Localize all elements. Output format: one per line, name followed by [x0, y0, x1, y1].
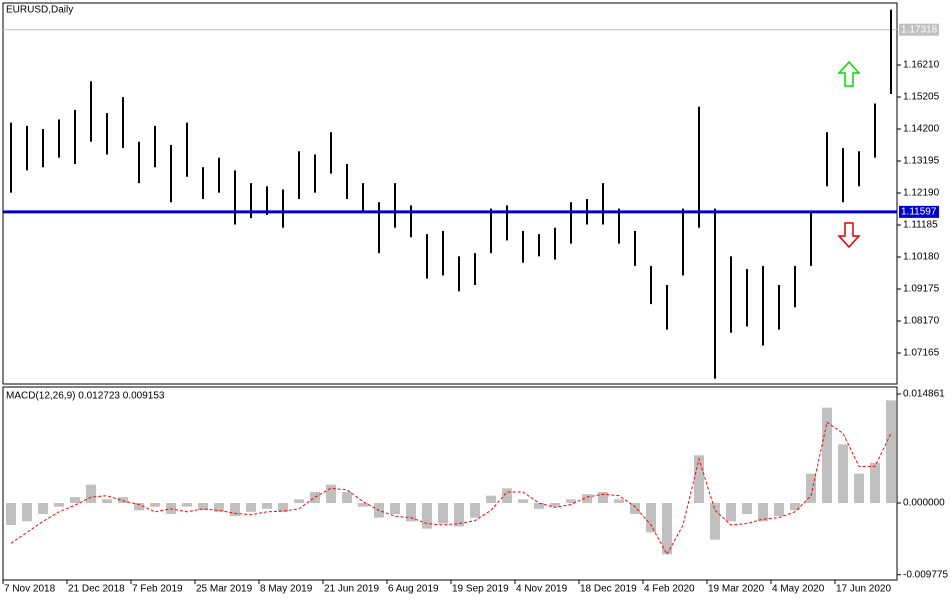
y-tick-label: 1.07165 [903, 348, 940, 359]
y-tick-label: 1.08170 [903, 316, 940, 327]
macd-histogram-bar [70, 497, 80, 504]
y-tick-label: -0.009775 [903, 569, 948, 580]
macd-histogram-bar [294, 499, 304, 504]
x-tick-label: 7 Nov 2018 [4, 584, 56, 595]
macd-histogram-bar [758, 503, 768, 522]
y-tick-label: 1.16210 [903, 60, 940, 71]
macd-histogram-bar [214, 503, 224, 512]
macd-histogram-bar [598, 492, 608, 504]
macd-histogram-bar [102, 499, 112, 504]
macd-histogram-bar [22, 503, 32, 522]
x-tick-label: 18 Dec 2019 [580, 584, 637, 595]
x-tick-label: 21 Dec 2018 [68, 584, 125, 595]
down-arrow [837, 222, 861, 249]
x-tick-label: 4 Feb 2020 [644, 584, 695, 595]
macd-histogram-bar [54, 503, 64, 507]
macd-histogram-bar [310, 492, 320, 504]
signal-line [10, 421, 892, 556]
indicator-title: MACD(12,26,9) 0.012723 0.009153 [6, 391, 165, 402]
chart-title: EURUSD,Daily [6, 5, 73, 16]
x-tick-label: 17 Jun 2020 [836, 584, 891, 595]
up-arrow [837, 60, 861, 87]
macd-histogram-bar [86, 484, 96, 504]
macd-histogram-bar [390, 503, 400, 515]
macd-histogram-bar [406, 503, 416, 522]
macd-histogram-bar [150, 503, 160, 507]
y-tick-label: 1.14200 [903, 124, 940, 135]
macd-histogram-bar [198, 503, 208, 511]
y-tick-label: 1.10180 [903, 252, 940, 263]
macd-histogram-bar [614, 499, 624, 504]
macd-histogram-bar [630, 503, 640, 515]
macd-histogram-bar [438, 503, 448, 524]
macd-histogram-bar [774, 503, 784, 517]
macd-histogram-bar [262, 503, 272, 509]
macd-histogram-bar [646, 503, 656, 533]
y-tick-label: 1.09175 [903, 284, 940, 295]
macd-histogram-bar [454, 503, 464, 527]
x-tick-label: 19 Mar 2020 [708, 584, 765, 595]
macd-histogram-bar [358, 503, 368, 507]
macd-histogram-bar [182, 503, 192, 507]
macd-histogram-bar [582, 494, 592, 504]
macd-histogram-bar [534, 503, 544, 509]
macd-histogram-bar [550, 503, 560, 507]
x-tick-label: 19 Sep 2019 [452, 584, 509, 595]
y-tick-label: 0.000000 [903, 498, 945, 509]
macd-histogram-bar [790, 503, 800, 511]
macd-histogram-bar [662, 503, 672, 555]
x-tick-label: 8 May 2019 [260, 584, 313, 595]
macd-histogram-bar [710, 503, 720, 540]
macd-histogram-bar [854, 473, 864, 504]
x-tick-label: 25 Mar 2019 [196, 584, 253, 595]
x-tick-label: 7 Feb 2019 [132, 584, 183, 595]
macd-histogram-bar [134, 503, 144, 511]
level-label: 1.11597 [901, 207, 937, 218]
macd-histogram-bar [422, 503, 432, 529]
y-tick-label: 1.13195 [903, 156, 940, 167]
macd-histogram-bar [822, 407, 832, 504]
macd-panel [2, 386, 898, 581]
x-tick-label: 21 Jun 2019 [324, 584, 379, 595]
macd-histogram-bar [694, 455, 704, 504]
macd-histogram-bar [326, 484, 336, 504]
macd-histogram-bar [246, 503, 256, 512]
macd-histogram-bar [742, 503, 752, 515]
current-price-tag [899, 23, 939, 36]
macd-histogram-bar [470, 503, 480, 518]
y-tick-label: 0.014861 [903, 389, 945, 400]
macd-histogram-bar [726, 503, 736, 522]
price-panel [2, 2, 898, 385]
macd-histogram-bar [806, 473, 816, 504]
macd-histogram-bar [486, 495, 496, 504]
macd-histogram-bar [502, 488, 512, 504]
macd-histogram-bar [230, 503, 240, 517]
macd-histogram-bar [838, 444, 848, 504]
macd-histogram-bar [118, 497, 128, 504]
x-tick-label: 4 Nov 2019 [516, 584, 568, 595]
x-tick-label: 6 Aug 2019 [388, 584, 439, 595]
macd-histogram-bar [518, 499, 528, 504]
level-tag [899, 205, 939, 218]
macd-histogram-bar [6, 503, 16, 526]
macd-histogram-bar [886, 400, 896, 504]
macd-histogram-bar [566, 499, 576, 504]
macd-histogram-bar [870, 462, 880, 504]
y-tick-label: 1.15205 [903, 92, 940, 103]
current-price-label: 1.17318 [901, 24, 938, 35]
macd-histogram-bar [38, 503, 48, 515]
macd-histogram-bar [342, 492, 352, 504]
y-tick-label: 1.12190 [903, 188, 940, 199]
x-tick-label: 4 May 2020 [772, 584, 825, 595]
macd-histogram-bar [278, 503, 288, 512]
y-tick-label: 1.11185 [903, 220, 938, 231]
